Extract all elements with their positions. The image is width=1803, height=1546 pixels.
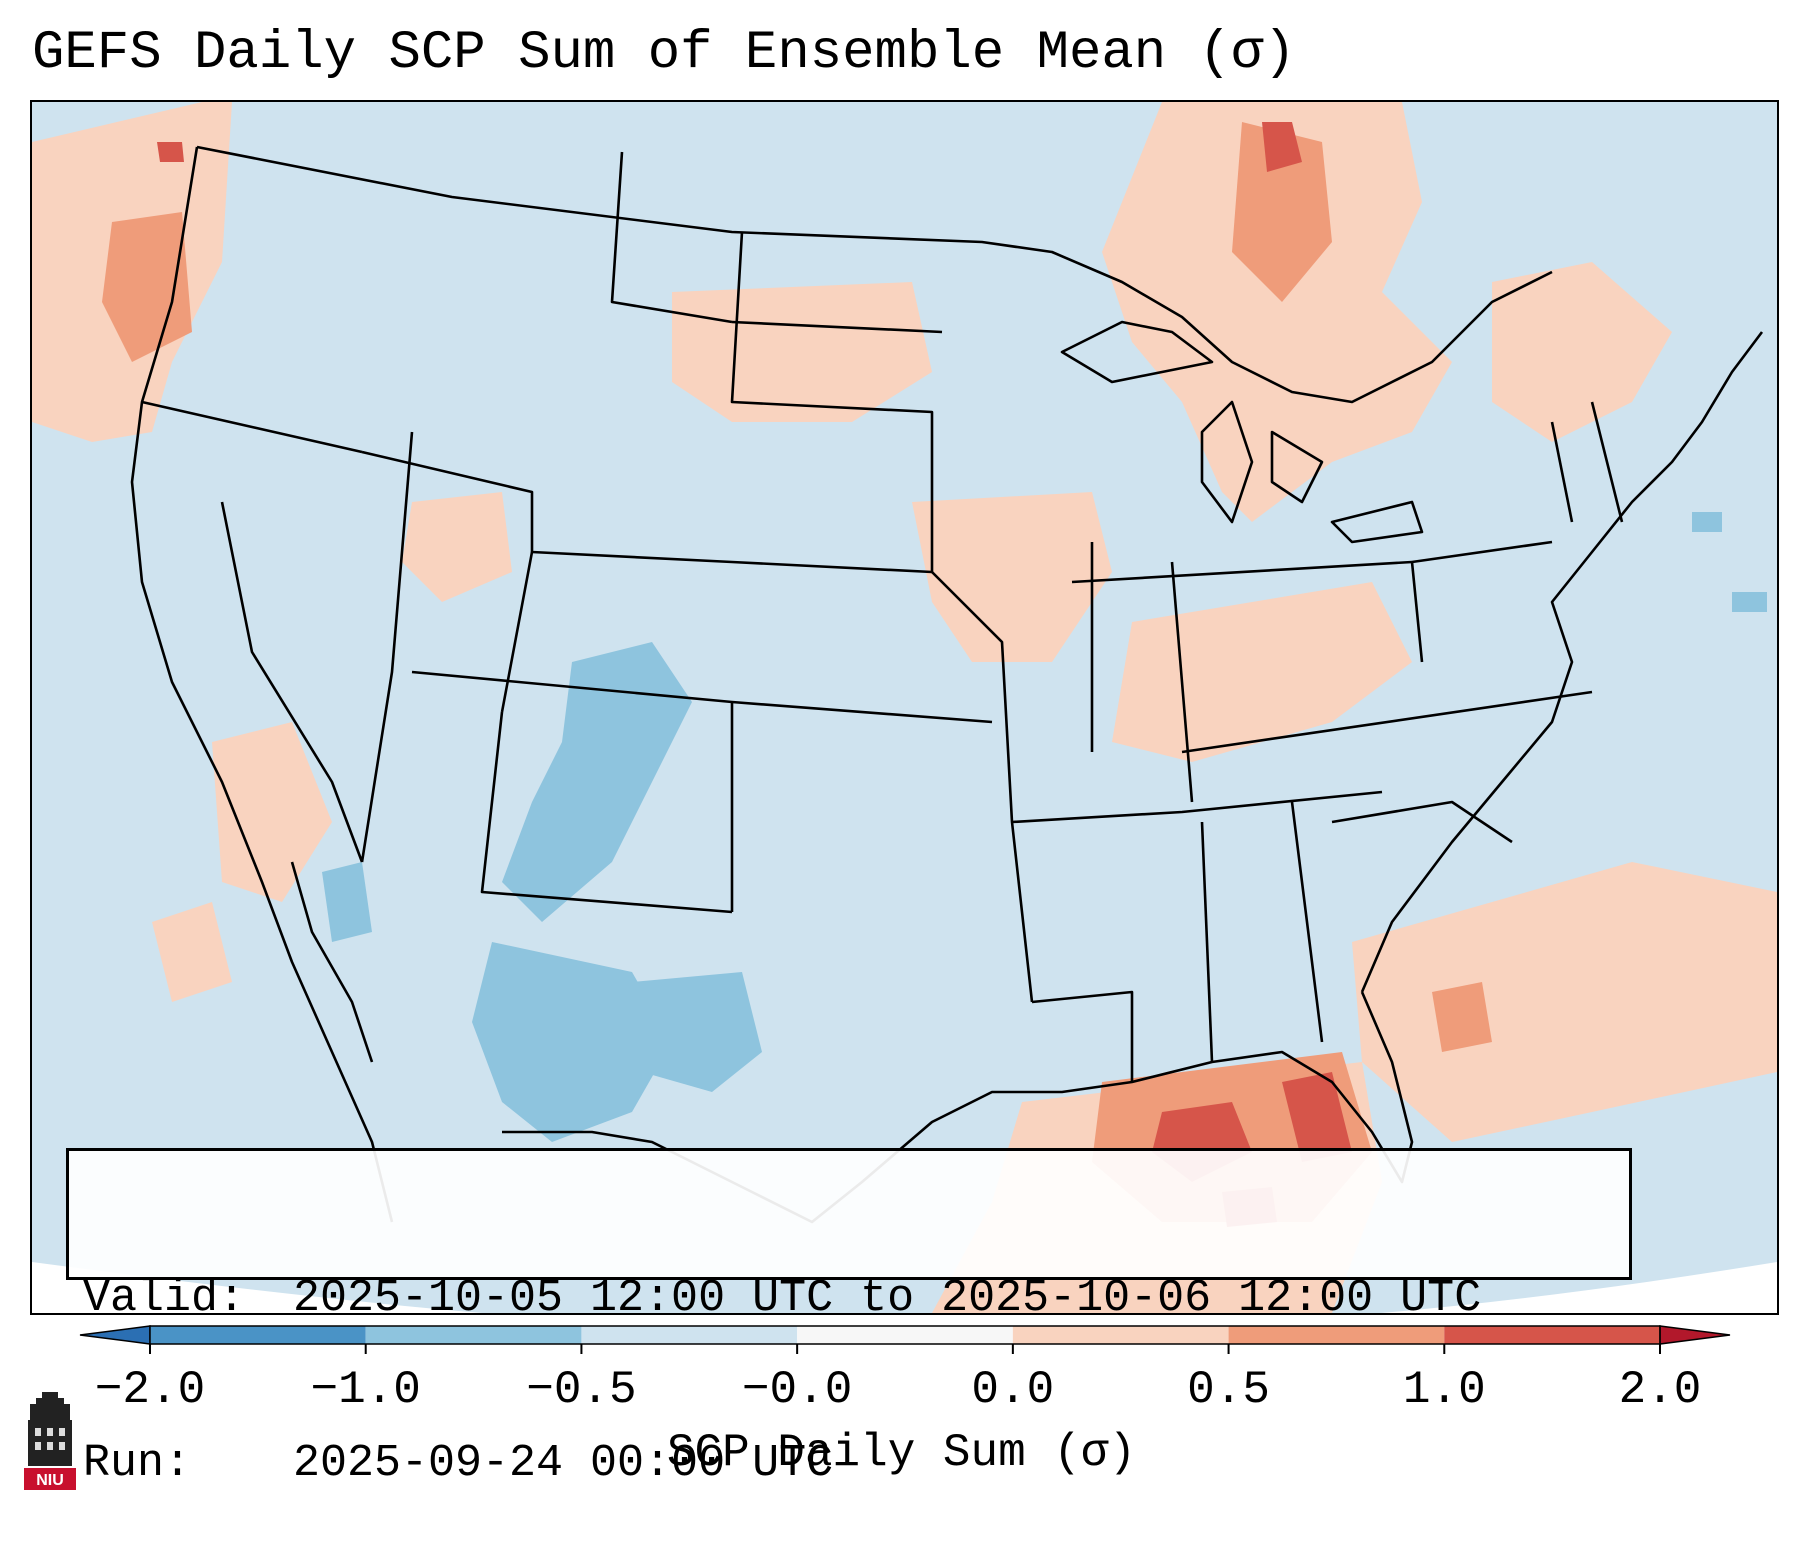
valid-label: Valid: — [83, 1273, 246, 1324]
colorbar-tick-label: −1.0 — [310, 1364, 421, 1416]
colorbar-tick-label: −2.0 — [94, 1364, 206, 1416]
domain-edge-left — [32, 1262, 483, 1313]
coastlines-and-borders — [130, 145, 1764, 1224]
chart-title: GEFS Daily SCP Sum of Ensemble Mean (σ) — [32, 23, 1296, 84]
university-tower-icon: NIU — [20, 1390, 80, 1494]
colorbar — [70, 1315, 1740, 1355]
run-line: Run: 2025-09-24 00:00 UTC — [83, 1436, 1615, 1491]
run-label: Run: — [83, 1438, 192, 1489]
valid-value: 2025-10-05 12:00 UTC to 2025-10-06 12:00… — [293, 1273, 1482, 1324]
colorbar-tick-label: −0.5 — [526, 1364, 637, 1416]
colorbar-outline — [149, 1325, 1661, 1345]
colorbar-segment — [1444, 1326, 1660, 1344]
colorbar-segment — [797, 1326, 1013, 1344]
colorbar-segment — [365, 1326, 582, 1344]
niu-logo-svg: NIU — [24, 1392, 76, 1490]
valid-info-box: Valid: 2025-10-05 12:00 UTC to 2025-10-06… — [66, 1148, 1632, 1489]
colorbar-segment — [150, 1326, 366, 1344]
colorbar-segment — [581, 1326, 798, 1344]
scp-map — [32, 102, 1777, 1313]
negative-anomaly — [322, 512, 1767, 1142]
colorbar-extend-low — [79, 1325, 151, 1345]
domain-edge-right — [1380, 1262, 1777, 1313]
colorbar-tick-label: 1.0 — [1402, 1364, 1486, 1416]
colorbar-segment — [1012, 1326, 1229, 1344]
colorbar-tick-label: 2.0 — [1618, 1364, 1702, 1416]
map-panel — [30, 100, 1779, 1315]
colorbar-tick-label: −0.0 — [741, 1364, 853, 1416]
run-value: 2025-09-24 00:00 UTC — [293, 1438, 834, 1489]
colorbar-segment — [1228, 1326, 1445, 1344]
colorbar-tick-label: 0.0 — [971, 1364, 1055, 1416]
valid-line: Valid: 2025-10-05 12:00 UTC to 2025-10-06… — [83, 1271, 1615, 1326]
colorbar-extend-high — [1659, 1325, 1731, 1345]
colorbar-svg — [79, 1325, 1731, 1354]
colorbar-tick-label: 0.5 — [1187, 1364, 1270, 1416]
colorbar-label: SCP Daily Sum (σ) — [666, 1427, 1137, 1479]
logo-text: NIU — [36, 1472, 64, 1489]
